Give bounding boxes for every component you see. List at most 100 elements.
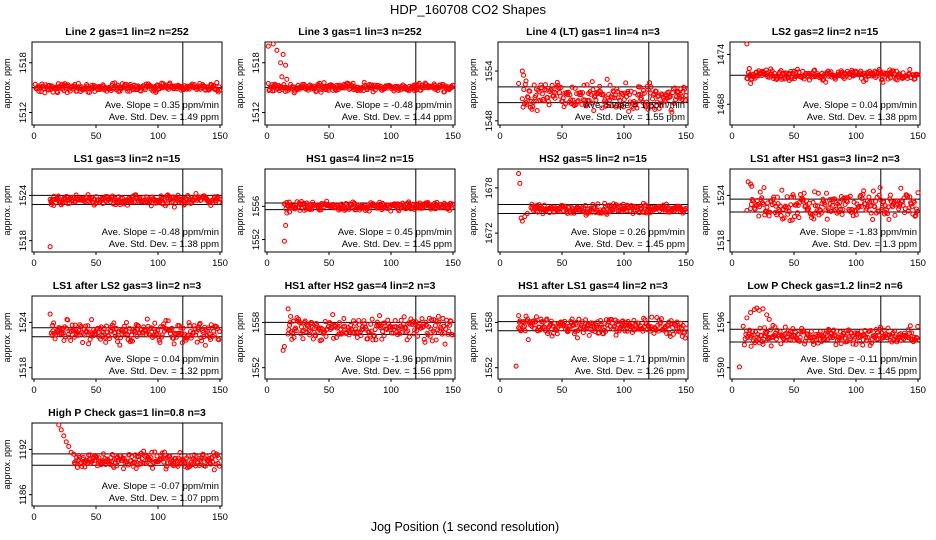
x-tick-label: 150 <box>212 131 228 142</box>
data-point <box>161 449 167 455</box>
data-point <box>285 306 291 312</box>
data-point <box>802 341 808 347</box>
data-point <box>182 201 188 207</box>
x-tick-label: 0 <box>497 258 502 269</box>
data-point <box>782 324 788 330</box>
y-axis-label: approx. ppm <box>468 312 478 362</box>
data-point <box>449 201 456 207</box>
y-tick-label: 1524 <box>716 185 727 206</box>
data-point <box>110 81 116 87</box>
data-point <box>521 86 527 93</box>
data-point <box>522 213 528 220</box>
data-point <box>147 462 153 468</box>
data-point <box>278 60 284 66</box>
data-point <box>75 332 81 338</box>
data-point <box>317 80 323 86</box>
data-point <box>513 363 519 369</box>
data-point <box>403 324 409 330</box>
data-points <box>516 68 689 115</box>
data-point <box>70 327 76 333</box>
data-point <box>429 317 435 323</box>
y-tick-label: 1186 <box>18 484 29 504</box>
data-point <box>803 198 809 204</box>
data-point <box>106 333 112 339</box>
data-point <box>576 316 582 322</box>
data-point <box>593 97 599 103</box>
data-point <box>524 210 530 217</box>
data-point <box>760 201 766 207</box>
data-point <box>517 180 523 186</box>
data-point <box>757 189 763 195</box>
data-point <box>177 450 183 456</box>
data-point <box>435 87 441 94</box>
data-point <box>148 455 154 461</box>
data-point <box>199 338 205 344</box>
data-point <box>913 206 920 212</box>
data-point <box>865 334 871 341</box>
data-point <box>877 185 883 191</box>
data-point <box>679 96 685 103</box>
data-point <box>626 108 632 114</box>
data-point <box>760 306 766 312</box>
data-point <box>913 334 919 340</box>
data-point <box>808 328 814 334</box>
data-point <box>379 336 385 342</box>
data-point <box>670 331 676 337</box>
data-point <box>291 334 297 341</box>
data-point <box>790 326 796 332</box>
data-point <box>214 80 220 86</box>
data-point <box>778 341 784 347</box>
data-point <box>542 324 548 330</box>
data-point <box>519 96 525 102</box>
data-point <box>388 208 394 214</box>
data-point <box>876 192 882 198</box>
data-point <box>433 337 439 343</box>
y-axis-label: approx. ppm <box>700 58 710 108</box>
data-point <box>777 208 783 214</box>
data-point <box>865 204 871 210</box>
panel-2: Line 4 (LT) gas=1 lin=4 n=3 approx. ppm 15… <box>468 26 694 142</box>
x-tick-label: 100 <box>383 385 399 396</box>
data-point <box>300 336 306 342</box>
data-point <box>870 188 876 194</box>
data-point <box>63 439 69 445</box>
data-point <box>764 312 770 318</box>
data-point <box>283 222 289 228</box>
data-point <box>847 193 853 199</box>
slope-annotation: Ave. Slope = 0.04 ppm/min <box>803 100 917 111</box>
data-point <box>560 95 566 101</box>
data-point <box>414 333 421 339</box>
data-point <box>637 84 643 90</box>
data-point <box>811 216 817 222</box>
data-point <box>614 86 620 92</box>
data-point <box>556 85 562 91</box>
data-point <box>530 99 537 105</box>
panel-11: Low P Check gas=1.2 lin=2 n=6 approx. ppm… <box>700 280 926 396</box>
data-point <box>361 318 367 324</box>
data-point <box>536 202 542 208</box>
data-point <box>744 315 750 321</box>
data-point <box>673 97 679 103</box>
data-point <box>125 462 131 468</box>
y-tick-label: 1678 <box>484 177 495 198</box>
data-point <box>641 90 647 96</box>
x-tick-label: 50 <box>91 258 102 269</box>
data-point <box>65 317 71 323</box>
x-tick-label: 100 <box>383 258 399 269</box>
data-point <box>614 328 620 334</box>
y-tick-label: 1518 <box>18 230 29 251</box>
x-tick-label: 50 <box>91 385 102 396</box>
data-point <box>129 338 136 344</box>
data-point <box>660 202 666 208</box>
data-point <box>525 337 531 343</box>
plot-frame <box>31 41 223 126</box>
data-point <box>768 343 774 349</box>
data-point <box>61 433 67 439</box>
data-point <box>85 323 91 329</box>
data-point <box>216 328 223 335</box>
data-point <box>756 204 763 210</box>
data-point <box>818 210 824 216</box>
data-point <box>265 43 271 49</box>
data-point <box>657 100 663 106</box>
